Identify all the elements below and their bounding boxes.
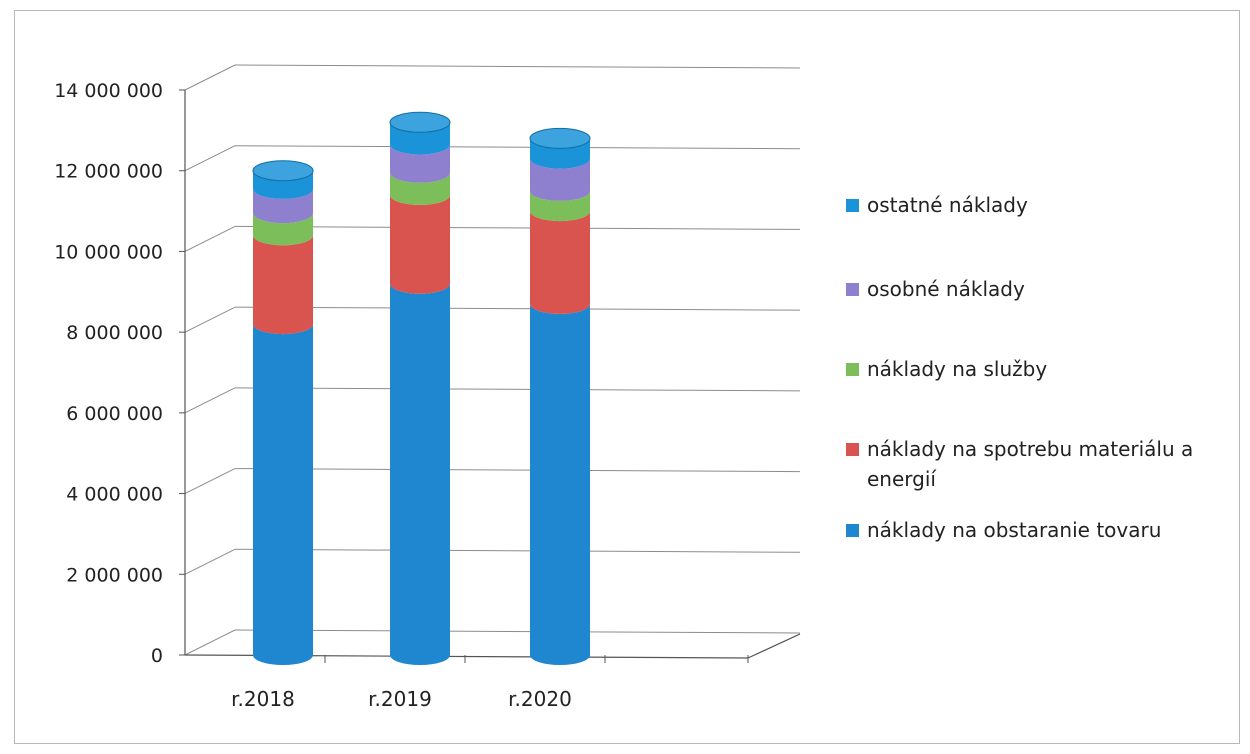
x-tick-label: r.2020 [508, 687, 572, 711]
legend-label: náklady na služby [867, 357, 1047, 381]
gridline [234, 468, 801, 473]
legend-swatch [846, 283, 859, 296]
legend-swatch [846, 363, 859, 376]
gridlines [184, 64, 801, 656]
bar-segment [390, 122, 450, 155]
legend-label-cont: energií [867, 467, 937, 491]
bar-segment [530, 190, 590, 222]
y-tick-label: 10 000 000 [54, 241, 163, 263]
gridline [234, 548, 801, 553]
grid-diagonal [184, 64, 236, 91]
bar-stack-r.2020 [529, 127, 591, 665]
grid-diagonal [184, 145, 236, 172]
gridline [234, 306, 801, 311]
grid-diagonal [184, 387, 236, 414]
legend-label: ostatné náklady [867, 193, 1028, 217]
gridline [234, 629, 801, 634]
grid-diagonal [184, 629, 236, 656]
bar-segment [253, 188, 313, 224]
bar-top-cap [529, 127, 591, 149]
legend-swatch [846, 443, 859, 456]
y-tick-label: 4 000 000 [66, 484, 163, 506]
bar-segment [530, 158, 590, 201]
legend-label: náklady na obstaranie tovaru [867, 518, 1161, 542]
gridline [234, 387, 801, 392]
y-tick-label: 12 000 000 [54, 161, 163, 183]
floor-edge [747, 633, 801, 659]
y-tick-label: 0 [151, 645, 163, 667]
bar-stack-r.2018 [252, 160, 314, 665]
y-tick-label: 14 000 000 [54, 80, 163, 102]
gridline [234, 225, 801, 230]
bar-segment [253, 235, 313, 335]
legend-label: osobné náklady [867, 277, 1025, 301]
bar-segment [253, 213, 313, 246]
grid-diagonal [184, 548, 236, 575]
legend: ostatné náklady osobné náklady náklady na … [846, 193, 1193, 542]
chart-frame [14, 10, 1240, 744]
x-tick-label: r.2018 [231, 687, 295, 711]
grid-diagonal [184, 306, 236, 333]
bar-segment [530, 211, 590, 314]
bar-segment [253, 324, 313, 665]
y-tick-labels: 0 2 000 000 4 000 000 6 000 000 8 000 000 10 … [54, 80, 163, 667]
y-tick-label: 6 000 000 [66, 403, 163, 425]
bar-segment [390, 144, 450, 183]
grid-diagonal [184, 225, 236, 252]
y-tick-label: 8 000 000 [66, 322, 163, 344]
legend-label: náklady na spotrebu materiálu a [867, 437, 1193, 461]
bar-segment [390, 172, 450, 205]
bar-segment [530, 138, 590, 169]
bar-segment [390, 283, 450, 665]
gridline [234, 145, 801, 150]
legend-swatch [846, 199, 859, 212]
bars [252, 111, 591, 665]
bar-top-cap [389, 111, 451, 133]
grid-diagonal [184, 468, 236, 495]
bar-segment [530, 303, 590, 665]
x-tick-labels: r.2018 r.2019 r.2020 [231, 687, 572, 711]
gridline [234, 64, 801, 69]
y-tick-label: 2 000 000 [66, 564, 163, 586]
bar-top-cap [252, 160, 314, 182]
legend-swatch [846, 524, 859, 537]
bar-segment [253, 170, 313, 199]
x-tick-label: r.2019 [368, 687, 432, 711]
bar-segment [390, 194, 450, 294]
bar-stack-r.2019 [389, 111, 451, 665]
